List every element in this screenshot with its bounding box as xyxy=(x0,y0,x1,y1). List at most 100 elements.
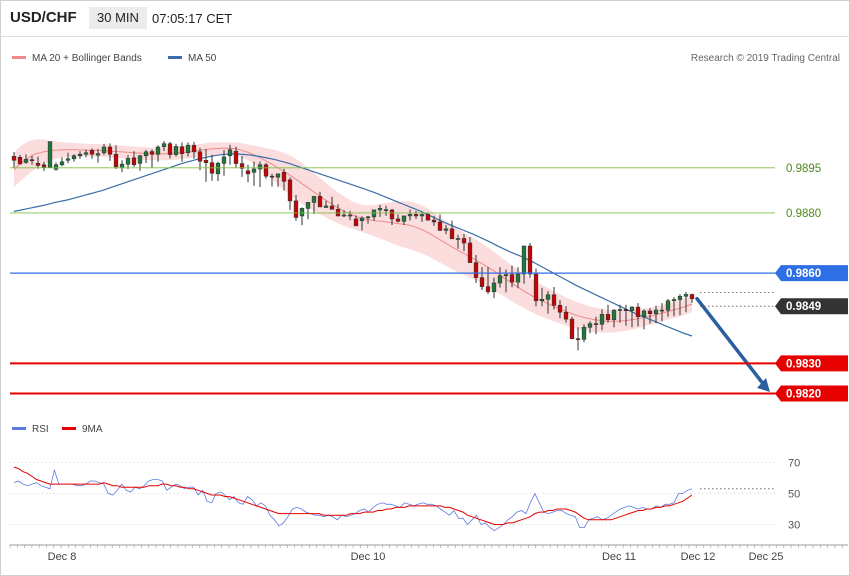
candle-body xyxy=(563,311,569,320)
candle xyxy=(227,144,233,165)
candle-body xyxy=(683,294,689,297)
candle-body xyxy=(527,245,533,275)
candle-body xyxy=(449,228,455,240)
rsi-ma-legend-label: 9MA xyxy=(82,424,103,435)
price-tag-label: 0.9849 xyxy=(786,301,821,313)
candle-body xyxy=(323,205,329,208)
candle-body xyxy=(269,175,275,178)
candle xyxy=(275,173,281,187)
candle-body xyxy=(455,238,461,240)
candle-body xyxy=(599,314,605,325)
price-plot-area xyxy=(11,139,770,392)
candle xyxy=(557,300,563,319)
candle xyxy=(359,216,365,231)
candle xyxy=(257,161,263,188)
candle-body xyxy=(611,309,617,321)
candle xyxy=(551,286,557,310)
candle xyxy=(605,304,611,323)
ma20-swatch xyxy=(12,56,26,59)
candle xyxy=(203,149,209,182)
candle-body xyxy=(53,164,59,170)
candle-body xyxy=(467,242,473,263)
candle xyxy=(509,265,515,288)
candle xyxy=(521,245,527,284)
bollinger-band xyxy=(14,139,692,333)
candle-body xyxy=(581,326,587,340)
candle xyxy=(419,212,425,222)
price-tag-shape xyxy=(775,298,848,315)
candle xyxy=(323,200,329,208)
candle xyxy=(497,267,503,288)
candle-body xyxy=(575,338,581,340)
candle-body xyxy=(287,179,293,202)
price-tag-label: 0.9860 xyxy=(786,268,821,280)
rsi-legend: RSI 9MA xyxy=(12,424,103,435)
candle-body xyxy=(425,214,431,221)
x-label-dec10: Dec 10 xyxy=(351,551,386,563)
candle xyxy=(329,196,335,210)
candle xyxy=(221,150,227,176)
candle-body xyxy=(47,141,53,168)
candle-body xyxy=(23,159,29,163)
price-tag-shape xyxy=(775,265,848,282)
price-tag-shape xyxy=(775,355,848,372)
candle-body xyxy=(215,162,221,175)
candle xyxy=(611,309,617,328)
candle xyxy=(35,156,41,169)
candle-body xyxy=(203,159,209,163)
candle xyxy=(407,209,413,221)
candle-body xyxy=(347,214,353,217)
candle-body xyxy=(365,216,371,219)
candle xyxy=(185,142,191,157)
candle-body xyxy=(89,150,95,155)
candle xyxy=(467,236,473,263)
candle-body xyxy=(587,323,593,328)
candle-body xyxy=(65,158,71,161)
x-label-dec12: Dec 12 xyxy=(681,551,716,563)
candle-body xyxy=(197,151,203,162)
candle-body xyxy=(143,151,149,157)
candle-body xyxy=(257,164,263,170)
level-label-0.9880: 0.9880 xyxy=(786,208,821,220)
candle xyxy=(347,210,353,221)
candle xyxy=(179,142,185,162)
candle xyxy=(449,220,455,240)
price-tag-label: 0.9830 xyxy=(786,358,821,370)
candle-body xyxy=(461,238,467,244)
candle-body xyxy=(179,146,185,154)
candle xyxy=(689,293,695,303)
candle-body xyxy=(659,309,665,312)
candle xyxy=(143,149,149,163)
candle-body xyxy=(29,159,35,161)
candle xyxy=(437,214,443,231)
candle xyxy=(137,154,143,171)
rsi-tick-50: 50 xyxy=(788,488,800,500)
candle xyxy=(647,308,653,324)
candle xyxy=(191,141,197,159)
candle xyxy=(377,204,383,217)
candle-body xyxy=(149,151,155,155)
candle xyxy=(353,215,359,227)
candle-body xyxy=(35,162,41,166)
candle xyxy=(671,297,677,317)
price-tag-0.9849: 0.9849 xyxy=(775,298,848,315)
candle-body xyxy=(245,170,251,175)
candle xyxy=(287,177,293,210)
ma50-line xyxy=(13,153,693,337)
candle xyxy=(383,205,389,216)
candle xyxy=(281,168,287,191)
candle-body xyxy=(125,158,131,165)
candle-body xyxy=(677,295,683,300)
candle xyxy=(629,306,635,328)
candle xyxy=(317,191,323,208)
candle xyxy=(515,267,521,289)
header-divider xyxy=(0,36,850,37)
time-axis: Dec 8 Dec 10 Dec 11 Dec 12 Dec 25 xyxy=(9,544,848,563)
rsi-legend-label: RSI xyxy=(32,424,49,435)
candle xyxy=(617,304,623,323)
candle xyxy=(101,143,107,156)
candle-body xyxy=(263,164,269,177)
timeframe-button[interactable]: 30 MIN xyxy=(89,7,147,29)
candle-body xyxy=(107,146,113,155)
